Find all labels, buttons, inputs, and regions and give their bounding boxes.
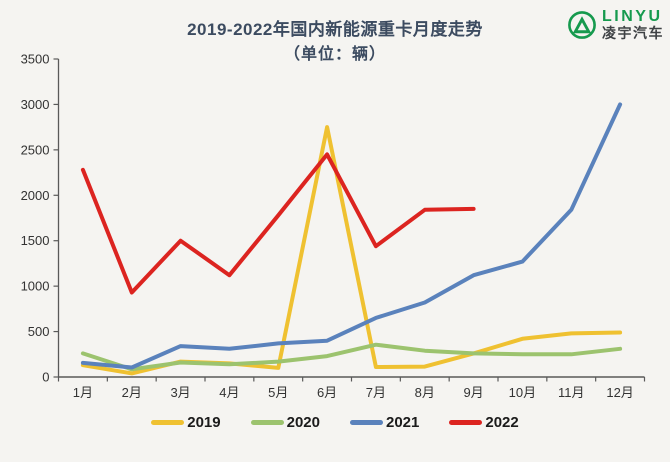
legend-dash-2022: [449, 420, 483, 425]
y-axis-label: 3000: [21, 97, 50, 112]
x-axis-label: 2月: [122, 385, 142, 400]
x-axis-label: 11月: [558, 385, 585, 400]
series-line-2021: [80, 102, 623, 370]
y-axis-label: 3500: [21, 52, 50, 67]
series-line-2019: [80, 125, 623, 376]
x-axis-label: 7月: [366, 385, 386, 400]
logo-brand-text: LINYU: [602, 8, 663, 26]
legend-item-2020: 2020: [250, 414, 320, 431]
chart-subtitle: （单位：辆）: [283, 45, 386, 63]
legend-label-2021: 2021: [386, 414, 420, 431]
y-axis-label: 1000: [21, 279, 50, 294]
x-axis-label: 9月: [463, 385, 483, 400]
y-axis-label: 2000: [21, 188, 50, 203]
logo-brand-cn-text: 凌宇汽车: [602, 25, 664, 42]
legend-label-2020: 2020: [286, 414, 320, 431]
chart-legend: 2019 2020 2021 2022: [0, 414, 670, 431]
linyu-logo: LINYU 凌宇汽车: [566, 8, 664, 42]
legend-label-2019: 2019: [187, 414, 221, 431]
series-line-2022: [80, 152, 476, 295]
x-axis-label: 4月: [219, 385, 239, 400]
y-axis-label: 1500: [21, 233, 50, 248]
y-axis-label: 0: [42, 370, 49, 385]
x-axis-label: 6月: [317, 385, 337, 400]
legend-dash-2021: [350, 420, 383, 425]
x-axis-label: 8月: [415, 385, 435, 400]
legend-label-2022: 2022: [485, 414, 519, 431]
x-axis-label: 5月: [268, 385, 288, 400]
x-axis-label: 3月: [170, 385, 190, 400]
x-axis-label: 10月: [509, 385, 536, 400]
y-axis-label: 2500: [21, 142, 50, 157]
chart-title: 2019-2022年国内新能源重卡月度走势: [187, 20, 483, 39]
legend-dash-2020: [250, 420, 284, 425]
legend-item-2019: 2019: [151, 414, 221, 431]
linyu-emblem-icon: [568, 11, 596, 39]
y-axis-label: 500: [28, 324, 50, 339]
legend-item-2022: 2022: [449, 414, 519, 431]
legend-item-2021: 2021: [350, 414, 419, 431]
chart-title-block: 2019-2022年国内新能源重卡月度走势 （单位：辆）: [60, 18, 610, 66]
series-line-2020: [80, 342, 623, 372]
legend-dash-2019: [151, 420, 185, 425]
x-axis-label: 12月: [606, 385, 633, 400]
x-axis-label: 1月: [73, 385, 93, 400]
